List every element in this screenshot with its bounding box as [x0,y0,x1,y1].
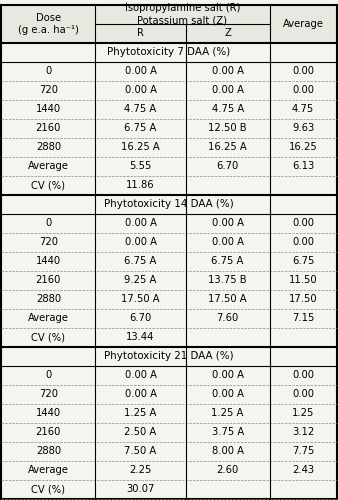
Text: CV (%): CV (%) [31,484,65,494]
Bar [1,5,337,43]
Text: 0.00: 0.00 [292,370,314,380]
Text: 0.00: 0.00 [292,66,314,76]
Text: 13.75 B: 13.75 B [208,275,247,285]
Text: 2160: 2160 [35,275,61,285]
Text: 11.86: 11.86 [126,180,155,190]
Text: 7.60: 7.60 [217,313,239,323]
Text: 0.00: 0.00 [292,218,314,228]
Text: 4.75 A: 4.75 A [212,104,244,114]
Text: Z: Z [224,28,231,38]
Text: 1440: 1440 [36,104,61,114]
Text: 8.00 A: 8.00 A [212,446,244,456]
Text: Phytotoxicity 14 DAA (%): Phytotoxicity 14 DAA (%) [104,199,234,209]
Text: 0.00 A: 0.00 A [124,218,156,228]
Text: 3.75 A: 3.75 A [212,427,244,437]
Text: 0.00 A: 0.00 A [124,389,156,399]
Text: 3.12: 3.12 [292,427,314,437]
Text: 1440: 1440 [36,408,61,418]
Text: 4.75: 4.75 [292,104,314,114]
Text: 2.43: 2.43 [292,465,314,475]
Text: 0: 0 [45,370,51,380]
Text: 1.25: 1.25 [292,408,314,418]
Text: 720: 720 [39,237,58,247]
Text: 2880: 2880 [36,294,61,304]
Text: 2.25: 2.25 [129,465,152,475]
Text: 0: 0 [45,218,51,228]
Text: 0.00 A: 0.00 A [212,237,244,247]
Text: 0: 0 [45,66,51,76]
Text: 6.70: 6.70 [217,161,239,171]
Text: 2160: 2160 [35,427,61,437]
Text: 7.15: 7.15 [292,313,314,323]
Text: 2.60: 2.60 [217,465,239,475]
Text: 0.00 A: 0.00 A [212,218,244,228]
Text: 17.50 A: 17.50 A [208,294,247,304]
Text: CV (%): CV (%) [31,180,65,190]
Text: Average: Average [28,313,69,323]
Text: 0.00 A: 0.00 A [212,86,244,96]
Text: 0.00 A: 0.00 A [124,370,156,380]
Text: 12.50 B: 12.50 B [208,123,247,133]
Text: 0.00 A: 0.00 A [124,66,156,76]
Text: 0.00: 0.00 [292,237,314,247]
Text: 13.44: 13.44 [126,332,155,342]
Text: CV (%): CV (%) [31,332,65,342]
Text: 0.00: 0.00 [292,389,314,399]
Text: 4.75 A: 4.75 A [124,104,156,114]
Text: 17.50: 17.50 [289,294,317,304]
Text: 5.55: 5.55 [129,161,152,171]
Text: 17.50 A: 17.50 A [121,294,160,304]
Text: 6.75 A: 6.75 A [124,123,157,133]
Text: 0.00: 0.00 [292,86,314,96]
Text: 16.25: 16.25 [289,142,317,152]
Text: Dose
(g e.a. ha⁻¹): Dose (g e.a. ha⁻¹) [18,13,79,34]
Text: 1.25 A: 1.25 A [124,408,157,418]
Text: 9.63: 9.63 [292,123,314,133]
Text: Isopropylamine salt (R)
Potassium salt (Z): Isopropylamine salt (R) Potassium salt (… [125,4,240,25]
Text: 2880: 2880 [36,446,61,456]
Text: 0.00 A: 0.00 A [124,86,156,96]
Text: 6.13: 6.13 [292,161,314,171]
Text: 30.07: 30.07 [126,484,155,494]
Text: 16.25 A: 16.25 A [208,142,247,152]
Text: 0.00 A: 0.00 A [212,389,244,399]
Text: 6.70: 6.70 [129,313,152,323]
Text: 0.00 A: 0.00 A [212,370,244,380]
Text: Phytotoxicity 21 DAA (%): Phytotoxicity 21 DAA (%) [104,351,234,361]
Text: Average: Average [28,465,69,475]
Text: 0.00 A: 0.00 A [212,66,244,76]
Text: 0.00 A: 0.00 A [124,237,156,247]
Text: Average: Average [28,161,69,171]
Text: 9.25 A: 9.25 A [124,275,157,285]
Text: 720: 720 [39,389,58,399]
Text: Phytotoxicity 7 DAA (%): Phytotoxicity 7 DAA (%) [107,48,231,58]
Text: 6.75 A: 6.75 A [124,256,157,266]
Text: 7.50 A: 7.50 A [124,446,156,456]
Text: 2160: 2160 [35,123,61,133]
Text: 16.25 A: 16.25 A [121,142,160,152]
Text: 7.75: 7.75 [292,446,314,456]
Text: 6.75: 6.75 [292,256,314,266]
Text: 6.75 A: 6.75 A [212,256,244,266]
Text: R: R [137,28,144,38]
Text: 2.50 A: 2.50 A [124,427,156,437]
Text: Average: Average [283,19,323,29]
Text: 2880: 2880 [36,142,61,152]
Text: 1.25 A: 1.25 A [212,408,244,418]
Text: 1440: 1440 [36,256,61,266]
Text: 11.50: 11.50 [289,275,317,285]
Text: 720: 720 [39,86,58,96]
